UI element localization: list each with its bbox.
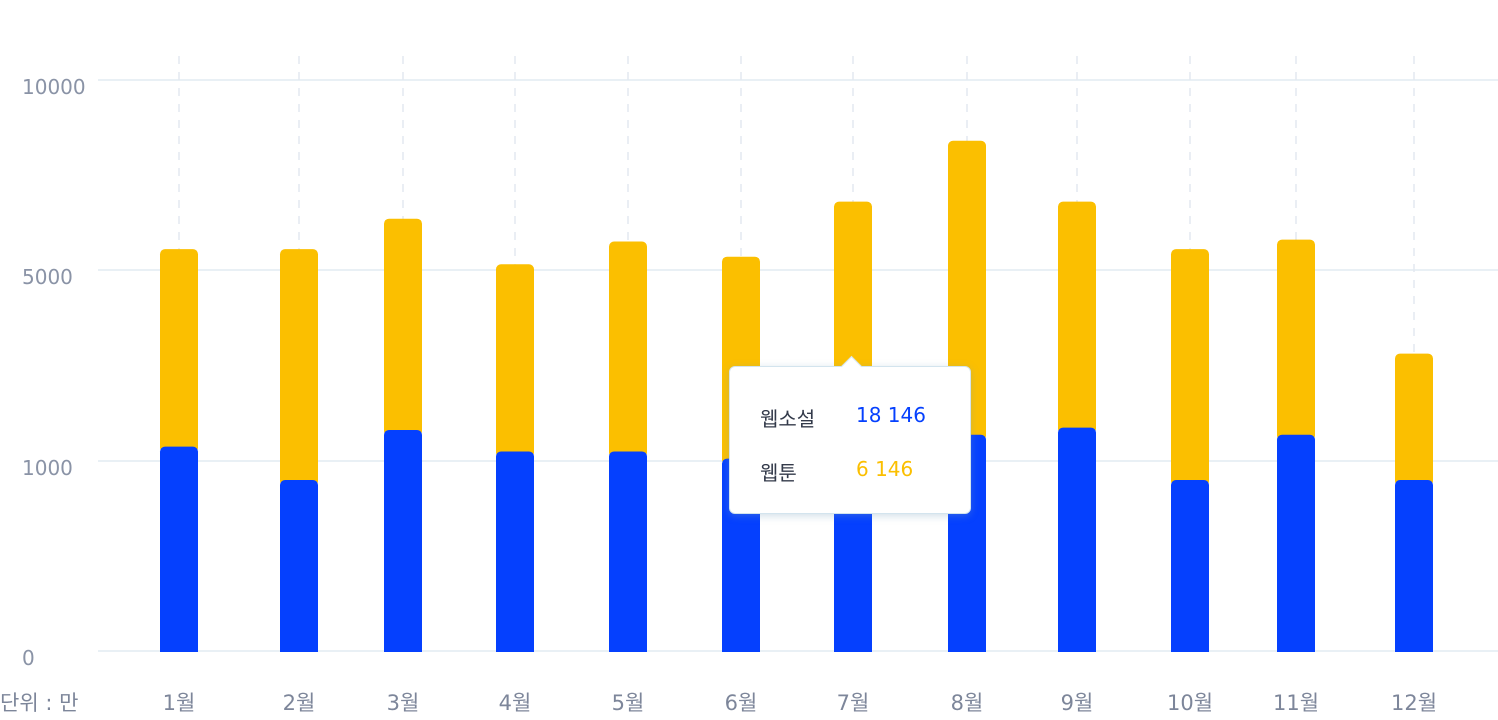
x-tick-label: 4월 [499, 691, 532, 715]
bar-webtoon [948, 140, 986, 441]
bar-webtoon [496, 264, 534, 458]
bar-webnovel [496, 451, 534, 652]
bar-webnovel-base [609, 643, 647, 652]
bar-webnovel-base [384, 643, 422, 652]
x-tick-label: 3월 [387, 691, 420, 715]
bar-webtoon [609, 241, 647, 458]
x-tick-label: 8월 [951, 691, 984, 715]
tooltip-value: 18 146 [856, 403, 926, 427]
x-tick-label: 2월 [283, 691, 316, 715]
bar-webtoon [1277, 239, 1315, 441]
bar-webnovel-base [280, 643, 318, 652]
bar-webnovel-base [1058, 643, 1096, 652]
bar-webnovel-base [948, 643, 986, 652]
x-tick-label: 11월 [1273, 691, 1319, 715]
bar-webnovel-base [160, 643, 198, 652]
bar-webnovel-base [496, 643, 534, 652]
bar-webnovel-base [1277, 643, 1315, 652]
x-tick-label: 7월 [837, 691, 870, 715]
tooltip-label: 웹툰 [760, 461, 797, 485]
bar-webnovel [1277, 434, 1315, 652]
x-tick-label: 5월 [612, 691, 645, 715]
unit-label: 단위 : 만 [0, 691, 78, 715]
bar-webnovel [160, 446, 198, 652]
bar-webtoon [1058, 201, 1096, 434]
bar-webtoon [1171, 249, 1209, 486]
x-tick-label: 6월 [725, 691, 758, 715]
tooltip-row-webtoon: 웹툰 6 146 [760, 457, 913, 486]
bar-webnovel [1058, 427, 1096, 652]
bar-webnovel [1171, 480, 1209, 652]
tooltip-row-webnovel: 웹소설 18 146 [760, 403, 926, 432]
bar-webnovel [1395, 480, 1433, 652]
bar-webnovel [609, 451, 647, 652]
y-tick-label: 1000 [22, 456, 73, 480]
x-tick-label: 12월 [1391, 691, 1437, 715]
bar-webnovel [384, 429, 422, 652]
tooltip-value: 6 146 [856, 457, 914, 481]
bar-webnovel [280, 480, 318, 652]
y-tick-label: 10000 [22, 75, 86, 99]
bar-webnovel-base [1395, 643, 1433, 652]
bar-webtoon [384, 218, 422, 436]
x-tick-label: 10월 [1167, 691, 1213, 715]
bar-webnovel-base [722, 643, 760, 652]
data-tooltip: 웹소설 18 146 웹툰 6 146 [729, 355, 971, 514]
bar-webnovel-base [1171, 643, 1209, 652]
y-tick-label: 5000 [22, 265, 73, 289]
tooltip-label: 웹소설 [760, 407, 816, 431]
bar-webnovel-base [834, 643, 872, 652]
bar-webtoon [160, 249, 198, 453]
bar-webtoon [1395, 353, 1433, 486]
x-tick-label: 1월 [163, 691, 196, 715]
y-tick-label: 0 [22, 646, 35, 670]
x-tick-label: 9월 [1061, 691, 1094, 715]
bar-webtoon [280, 249, 318, 486]
